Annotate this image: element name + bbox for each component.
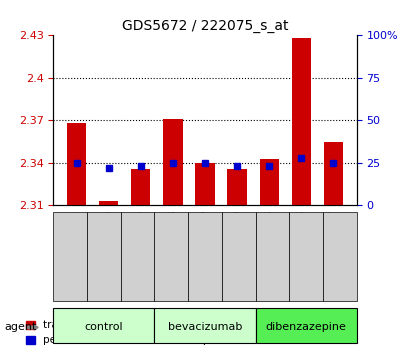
Bar (99, 201, 118, 205)
Bar (195, 163, 214, 205)
Bar (163, 119, 182, 205)
Bar (227, 169, 246, 205)
Bar (131, 169, 150, 205)
Title: GDS5672 / 222075_s_at: GDS5672 / 222075_s_at (121, 19, 288, 33)
Legend: transformed count, percentile rank within the sample: transformed count, percentile rank withi… (22, 316, 222, 350)
Bar (323, 142, 342, 205)
Bar (259, 159, 278, 205)
Bar (67, 123, 86, 205)
Text: dibenzazepine: dibenzazepine (265, 322, 346, 332)
Text: agent: agent (4, 322, 36, 332)
Bar (291, 38, 310, 205)
Text: bevacizumab: bevacizumab (167, 322, 242, 332)
Text: control: control (84, 322, 123, 332)
